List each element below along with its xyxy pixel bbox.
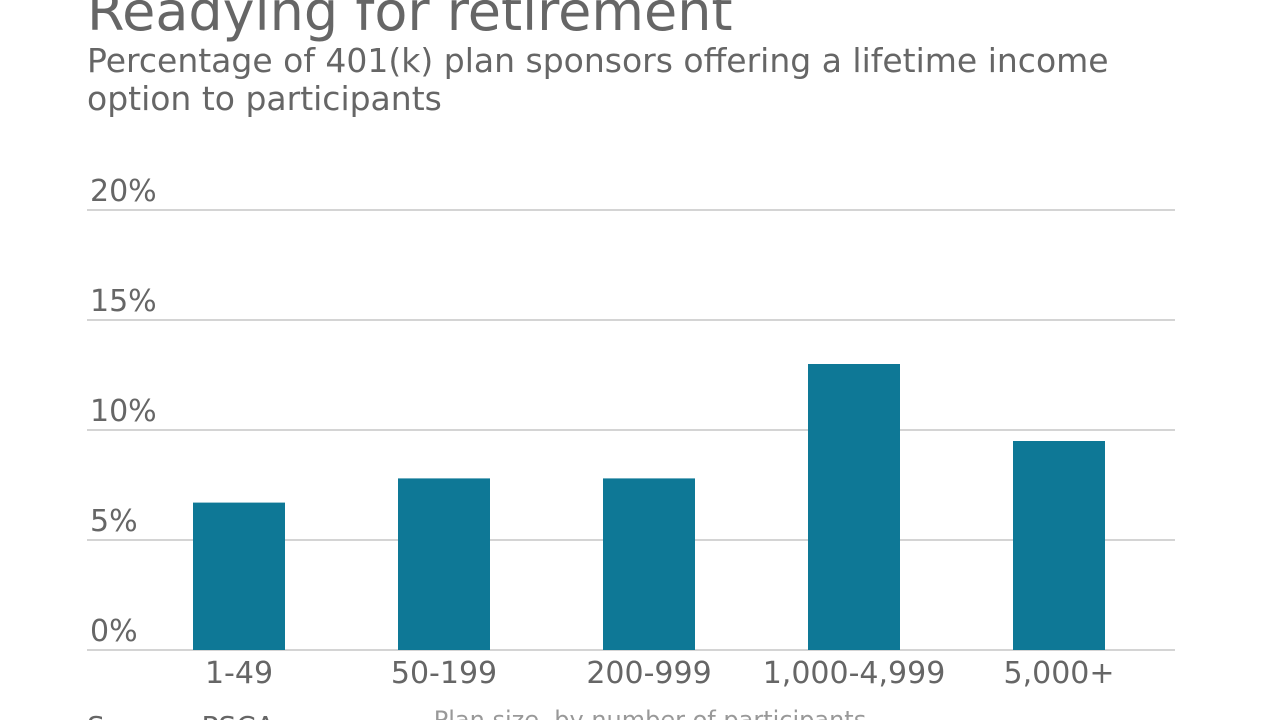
bar bbox=[808, 364, 900, 650]
bar bbox=[193, 502, 285, 650]
source-note: Source: PSCA bbox=[87, 710, 275, 720]
x-tick-label: 1-49 bbox=[205, 656, 273, 691]
bar bbox=[1013, 441, 1105, 650]
y-tick-label: 5% bbox=[90, 504, 138, 539]
chart-title: Readying for retirement bbox=[87, 0, 733, 43]
y-tick-label: 10% bbox=[90, 394, 157, 429]
x-tick-label: 5,000+ bbox=[1003, 656, 1114, 691]
x-tick-label: 200-999 bbox=[586, 656, 711, 691]
y-tick-label: 0% bbox=[90, 614, 138, 649]
y-tick-label: 15% bbox=[90, 284, 157, 319]
bar bbox=[398, 478, 490, 650]
x-tick-label: 1,000-4,999 bbox=[763, 656, 946, 691]
x-tick-label: 50-199 bbox=[391, 656, 497, 691]
x-axis-label: Plan size, by number of participants bbox=[434, 706, 866, 720]
y-tick-label: 20% bbox=[90, 174, 157, 209]
chart-subtitle: Percentage of 401(k) plan sponsors offer… bbox=[87, 41, 1109, 118]
bar bbox=[603, 478, 695, 650]
